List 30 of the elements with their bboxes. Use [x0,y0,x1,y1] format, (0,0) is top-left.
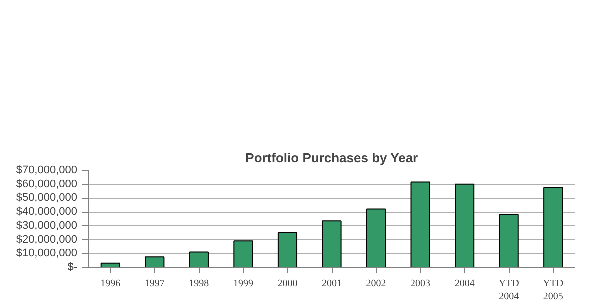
x-tick-label: 2000 [278,278,298,290]
x-tick-label: 1997 [144,278,165,290]
y-tick-label: $20,000,000 [16,234,78,246]
x-tick-label: YTD 2004 [498,278,520,303]
x-tick-label: 1998 [189,278,210,290]
x-tick-label: 2003 [410,278,431,290]
y-tick-label: $- [68,262,78,274]
bar [145,256,165,268]
x-tick-label: 1996 [100,278,121,290]
y-tick-label: $30,000,000 [16,220,78,232]
bar [234,240,254,268]
bar [366,208,386,268]
bar [410,182,430,268]
x-tick-label: YTD 2005 [543,278,564,303]
x-tick-label: 2001 [322,278,342,290]
bar [322,220,342,268]
y-tick-label: $70,000,000 [16,164,78,176]
bar [499,214,519,268]
y-tick-label: $10,000,000 [16,248,78,260]
x-tick-label: 1999 [233,278,254,290]
x-tick-label: 2004 [454,278,475,290]
x-tick-label: 2002 [366,278,386,290]
y-tick-label: $40,000,000 [16,206,78,218]
y-tick-label: $50,000,000 [16,192,78,204]
chart-title: Portfolio Purchases by Year [246,150,418,166]
bar [278,232,298,268]
bar [189,252,209,268]
bar [455,184,475,268]
y-tick-label: $60,000,000 [16,178,78,190]
bar [544,187,564,268]
